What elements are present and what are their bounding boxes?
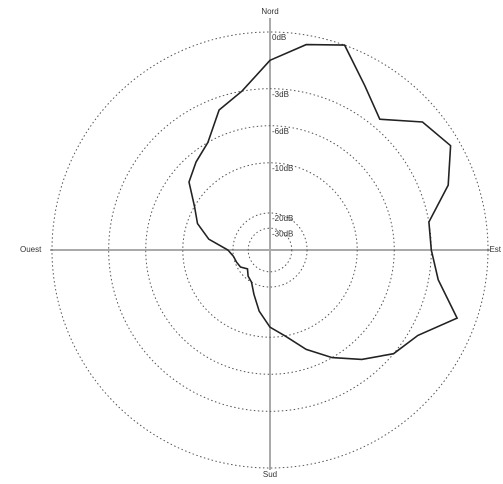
grid-circle xyxy=(51,31,489,469)
direction-label: Ouest xyxy=(20,245,42,254)
r-tick-label: -20dB xyxy=(272,214,293,223)
r-tick-label: 0dB xyxy=(272,33,286,42)
direction-label: Est xyxy=(489,245,501,254)
r-tick-label: -30dB xyxy=(272,229,293,238)
grid-circle xyxy=(247,227,293,273)
pattern-line xyxy=(188,43,459,361)
direction-label: Nord xyxy=(261,7,278,16)
grid-circle xyxy=(182,162,358,338)
direction-label: Sud xyxy=(263,470,277,479)
r-tick-label: -10dB xyxy=(272,164,293,173)
grid-circle xyxy=(232,212,308,288)
r-tick-label: -6dB xyxy=(272,127,289,136)
grid-circle xyxy=(145,125,395,375)
r-tick-label: -3dB xyxy=(272,90,289,99)
